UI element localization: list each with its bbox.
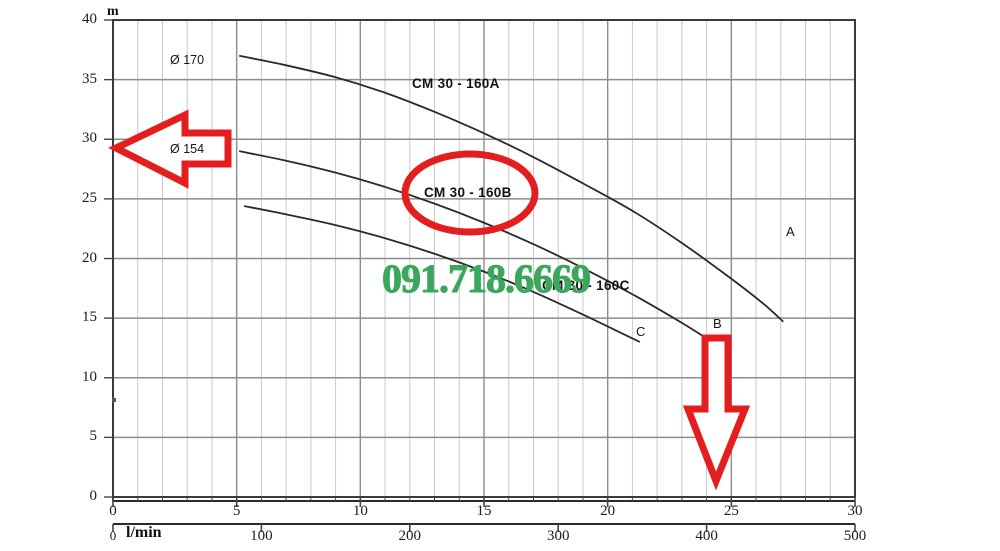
red-left-arrow xyxy=(108,109,232,189)
x-tick-label-secondary: 300 xyxy=(546,528,570,544)
y-axis-unit-label: m xyxy=(107,4,119,19)
endpoint-a: A xyxy=(786,224,795,239)
x-tick-label-secondary: 0 xyxy=(109,528,117,543)
phone-watermark: 091.718.6669 xyxy=(382,256,592,302)
curve-c xyxy=(243,205,641,343)
y-axis-ticks xyxy=(104,19,113,498)
y-tick-label: 20 xyxy=(82,249,97,266)
x-tick-label: 25 xyxy=(723,503,739,519)
x-tick-label: 10 xyxy=(352,503,368,519)
x-tick-label: 0 xyxy=(109,503,117,519)
label-diameter-154: Ø 154 xyxy=(170,142,205,156)
x-tick-label: 15 xyxy=(476,503,492,519)
y-tick-label: 25 xyxy=(82,189,97,206)
x-tick-label-secondary: 200 xyxy=(398,528,422,544)
y-tick-label: 0 xyxy=(89,488,98,504)
label-cm-30-160a: CM 30 - 160A xyxy=(412,76,500,91)
y-tick-label: 30 xyxy=(82,130,97,147)
x-axis-secondary-unit-label: l/min xyxy=(126,524,162,541)
y-tick-label: 40 xyxy=(82,11,97,27)
axis-stray-mark xyxy=(112,398,116,402)
x-tick-label: 20 xyxy=(600,503,616,519)
label-cm-30-160c: CM 30 - 160C xyxy=(542,278,630,293)
x-tick-label-secondary: 500 xyxy=(843,528,867,544)
endpoint-b: B xyxy=(713,316,722,331)
x-tick-label: 30 xyxy=(847,503,863,519)
y-tick-label: 10 xyxy=(82,368,97,385)
red-highlight-ellipse xyxy=(401,150,539,236)
x-tick-label-secondary: 100 xyxy=(250,528,273,544)
y-tick-label: 15 xyxy=(82,309,97,326)
red-down-arrow xyxy=(682,334,751,491)
endpoint-c: C xyxy=(636,324,646,339)
x-tick-label-secondary: 400 xyxy=(695,528,718,544)
curve-b xyxy=(238,150,722,349)
label-cm-30-160b: CM 30 - 160B xyxy=(424,185,512,200)
x-tick-label: 5 xyxy=(232,503,241,519)
curve-a xyxy=(238,54,784,323)
label-diameter-170: Ø 170 xyxy=(170,53,205,67)
performance-curves xyxy=(238,54,784,349)
x-axis-secondary-ticks xyxy=(112,524,856,532)
y-tick-label: 35 xyxy=(82,70,97,87)
y-tick-label: 5 xyxy=(89,428,98,445)
x-axis-primary-ticks xyxy=(112,497,856,507)
